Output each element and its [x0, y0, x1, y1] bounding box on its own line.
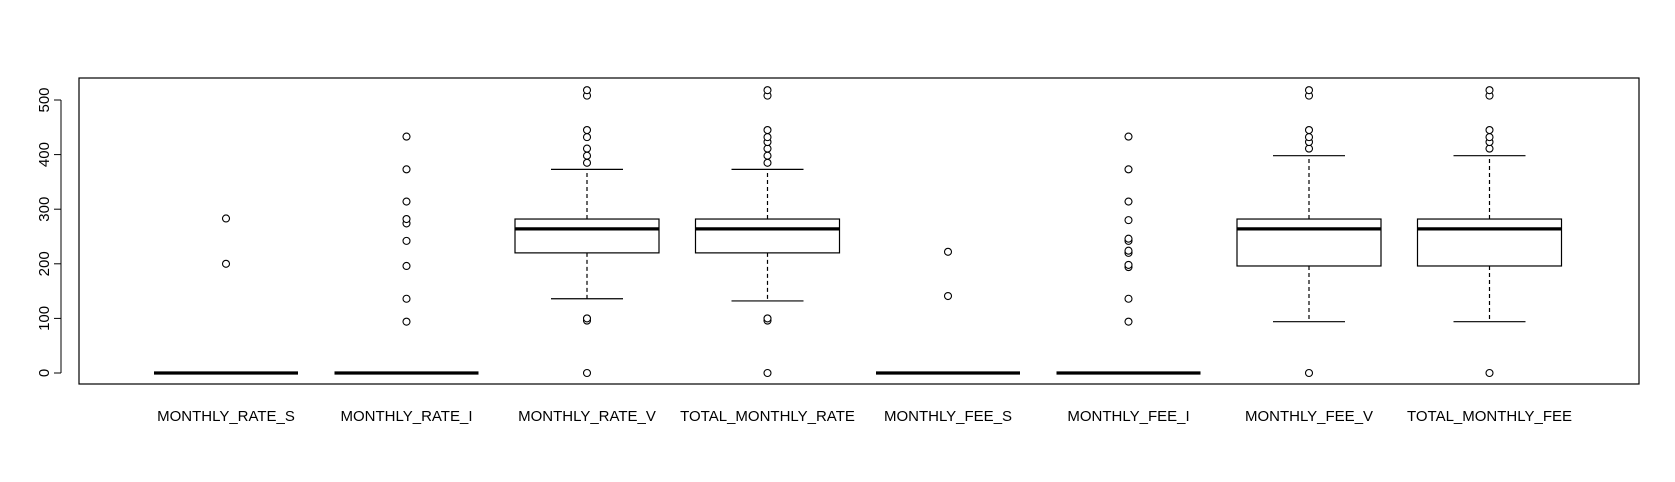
- outlier-point: [1485, 133, 1494, 142]
- outlier-point: [1124, 294, 1133, 303]
- box-group: [876, 247, 1020, 375]
- outlier-point: [402, 261, 411, 271]
- outlier-point: [1304, 133, 1314, 142]
- category-label: TOTAL_MONTHLY_RATE: [680, 408, 855, 425]
- outlier-point: [402, 317, 411, 326]
- box-series: [154, 86, 1563, 378]
- box-group: [334, 132, 479, 375]
- outlier-point: [402, 165, 411, 174]
- outlier-point: [582, 151, 592, 160]
- outlier-point: [402, 214, 411, 224]
- outlier-point: [763, 125, 772, 135]
- outlier-point: [1124, 246, 1133, 255]
- box-group: [154, 214, 298, 375]
- outlier-point: [763, 144, 772, 153]
- outlier-point: [763, 314, 772, 323]
- outlier-point: [943, 291, 953, 301]
- outlier-point: [1124, 216, 1133, 225]
- category-label: MONTHLY_RATE_V: [518, 408, 656, 425]
- outlier-point: [1485, 86, 1494, 95]
- outlier-point: [582, 86, 592, 95]
- outlier-point: [582, 125, 592, 135]
- outlier-point: [582, 314, 592, 323]
- outlier-point: [221, 214, 231, 223]
- outlier-point: [763, 86, 772, 95]
- outlier-point: [582, 133, 592, 142]
- iqr-box: [694, 218, 841, 254]
- box-group: [694, 86, 841, 378]
- outlier-point: [1124, 317, 1133, 326]
- outlier-point: [1485, 144, 1494, 153]
- outlier-point: [1304, 144, 1314, 153]
- outlier-point: [763, 151, 772, 160]
- iqr-box: [1416, 218, 1563, 267]
- box-group: [514, 86, 660, 378]
- plot-frame: [78, 77, 1640, 385]
- outlier-point: [1124, 234, 1133, 243]
- y-tick-label: 100: [36, 306, 53, 331]
- outlier-point: [1485, 125, 1494, 135]
- outlier-point: [582, 158, 592, 167]
- box-group: [1236, 86, 1382, 378]
- outlier-point: [763, 368, 772, 378]
- outlier-point: [943, 247, 953, 256]
- y-tick-label: 300: [36, 197, 53, 222]
- category-labels: MONTHLY_RATE_S MONTHLY_RATE_I MONTHLY_RATE…: [157, 408, 1572, 425]
- outlier-point: [1304, 125, 1314, 135]
- category-label: TOTAL_MONTHLY_FEE: [1407, 408, 1572, 425]
- iqr-box: [1236, 218, 1382, 267]
- outlier-point: [1485, 368, 1494, 378]
- outlier-point: [221, 259, 231, 268]
- outlier-point: [1124, 132, 1133, 141]
- category-label: MONTHLY_RATE_I: [341, 408, 473, 425]
- outlier-point: [1124, 260, 1133, 269]
- y-axis-ticks: 0 100 200 300 400 500: [36, 87, 61, 377]
- y-tick-label: 0: [36, 369, 53, 377]
- outlier-point: [763, 133, 772, 142]
- y-tick-label: 400: [36, 142, 53, 167]
- outlier-point: [582, 368, 592, 378]
- outlier-point: [1304, 368, 1314, 378]
- outlier-point: [1124, 165, 1133, 174]
- box-group: [1056, 132, 1201, 375]
- category-label: MONTHLY_RATE_S: [157, 408, 295, 425]
- outlier-point: [582, 144, 592, 153]
- category-label: MONTHLY_FEE_I: [1067, 408, 1189, 425]
- box-group: [1416, 86, 1563, 378]
- category-label: MONTHLY_FEE_S: [884, 408, 1012, 425]
- y-tick-label: 500: [36, 87, 53, 112]
- outlier-point: [402, 236, 411, 245]
- outlier-point: [1124, 197, 1133, 206]
- outlier-point: [763, 158, 772, 167]
- outlier-point: [402, 132, 411, 141]
- outlier-point: [402, 294, 411, 303]
- outlier-point: [1304, 86, 1314, 95]
- outlier-point: [402, 197, 411, 206]
- y-tick-label: 200: [36, 251, 53, 276]
- category-label: MONTHLY_FEE_V: [1245, 408, 1373, 425]
- iqr-box: [514, 218, 660, 254]
